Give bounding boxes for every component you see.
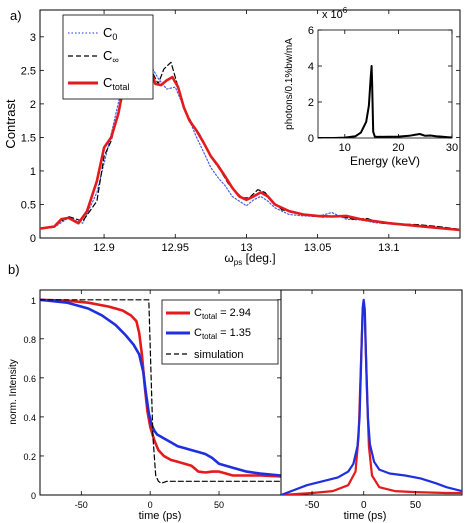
panel-a-label: a) [10,8,22,23]
ytick-label-b: 1 [31,296,36,306]
panel-b-legend: Ctotal = 2.94 Ctotal = 1.35 simulation [161,299,279,365]
ytick-label-b: 0 [31,491,36,501]
xtick-label-a-inset: 20 [392,142,404,154]
series-c-1 [281,298,462,495]
xtick-label-c: -50 [305,500,320,511]
panel-a-legend-box [62,14,154,100]
panel-a-xlabel-rest: [deg.] [242,251,275,265]
legend-cinf-label: C∞ [103,48,119,65]
ytick-label-a: 0 [30,233,36,245]
panel-b-xlabel: time (ps) [139,510,182,522]
xtick-label-a: 12.9 [93,242,114,254]
xtick-label-a-inset: 10 [339,142,351,154]
series-b-simulation [40,299,281,484]
xtick-label-a-inset: 30 [446,142,458,154]
ytick-label-b: 0.2 [23,452,36,462]
series-b-ctotal-1-35 [40,298,281,477]
panel-b-label: b) [8,262,20,277]
panel-a-xlabel-sub: ps [234,258,242,267]
panel-a-ticks: 12.9 12.95 13 13.05 13.1 0 0.5 1 1.5 2 2.5 3 [21,10,460,254]
xtick-label-a: 13.05 [304,242,332,254]
xtick-label-b: -50 [75,500,88,510]
series-a-ctotal [40,32,460,232]
ytick-label-a-inset: 0 [308,133,314,145]
xtick-label-a: 13.1 [378,242,399,254]
panel-b: -50 0 50 0 0.2 0.4 0.6 0.8 1 norm. Intensity tim… [8,289,282,522]
panel-c: -50 0 50 time (ps) [280,289,463,522]
legend-ctotal-label: Ctotal [103,75,129,92]
inset-xlabel: Energy (keV) [350,154,420,168]
panel-c-ticks: -50 0 50 [305,290,422,511]
inset-ticks: 10 20 30 0 2 4 6 [308,25,458,154]
ytick-label-a: 2 [30,99,36,111]
ytick-label-b: 0.8 [23,335,36,345]
ytick-label-a: 2.5 [21,65,36,77]
panel-a-ylabel: Contrast [3,99,18,149]
legend-c0-label: C0 [103,25,117,42]
panel-c-series [281,298,462,495]
ytick-label-a: 1 [30,166,36,178]
ytick-label-b: 0.4 [23,413,36,423]
ytick-label-a-inset: 6 [308,25,314,37]
inset-exponent: x 106 [322,6,348,21]
ytick-label-a: 3 [30,32,36,44]
series-a-inset-0 [318,65,452,138]
xtick-label-c: 0 [361,500,367,511]
ytick-label-a: 1.5 [21,132,36,144]
panel-b-series [40,298,281,484]
legend-red-label: Ctotal = 2.94 [194,307,251,321]
xtick-label-c: 50 [410,500,422,511]
legend-blue-label: Ctotal = 1.35 [194,327,251,341]
ytick-label-a: 0.5 [21,199,36,211]
panel-b-ylabel: norm. Intensity [8,359,19,425]
ytick-label-b: 0.6 [23,374,36,384]
panel-a-xlabel-base: ω [224,251,233,265]
legend-simulation-label: simulation [194,349,244,361]
panel-b-ticks: -50 0 50 0 0.2 0.4 0.6 0.8 1 [23,290,281,510]
inset-axes-box [317,29,453,139]
xtick-label-a: 13 [240,242,252,254]
ytick-label-a-inset: 2 [308,97,314,109]
series-b-ctotal-2-94 [40,298,281,478]
panel-a-inset: 10 20 30 0 2 4 6 x 106 photons/0.1%bw/mA Energ… [284,6,458,168]
panel-a-xlabel: ωps [deg.] [224,251,275,267]
panel-a-legend: C0 C∞ Ctotal [62,14,154,100]
panel-c-xlabel: time (ps) [344,510,387,522]
xtick-label-b: 50 [214,500,224,510]
xtick-label-a: 12.95 [161,242,189,254]
inset-series [318,65,452,138]
ytick-label-a-inset: 4 [308,61,314,73]
inset-ylabel: photons/0.1%bw/mA [284,38,295,130]
panel-a: 12.9 12.95 13 13.05 13.1 0 0.5 1 1.5 2 2.5 3 Contra… [3,6,461,267]
xtick-label-b: 0 [148,500,153,510]
